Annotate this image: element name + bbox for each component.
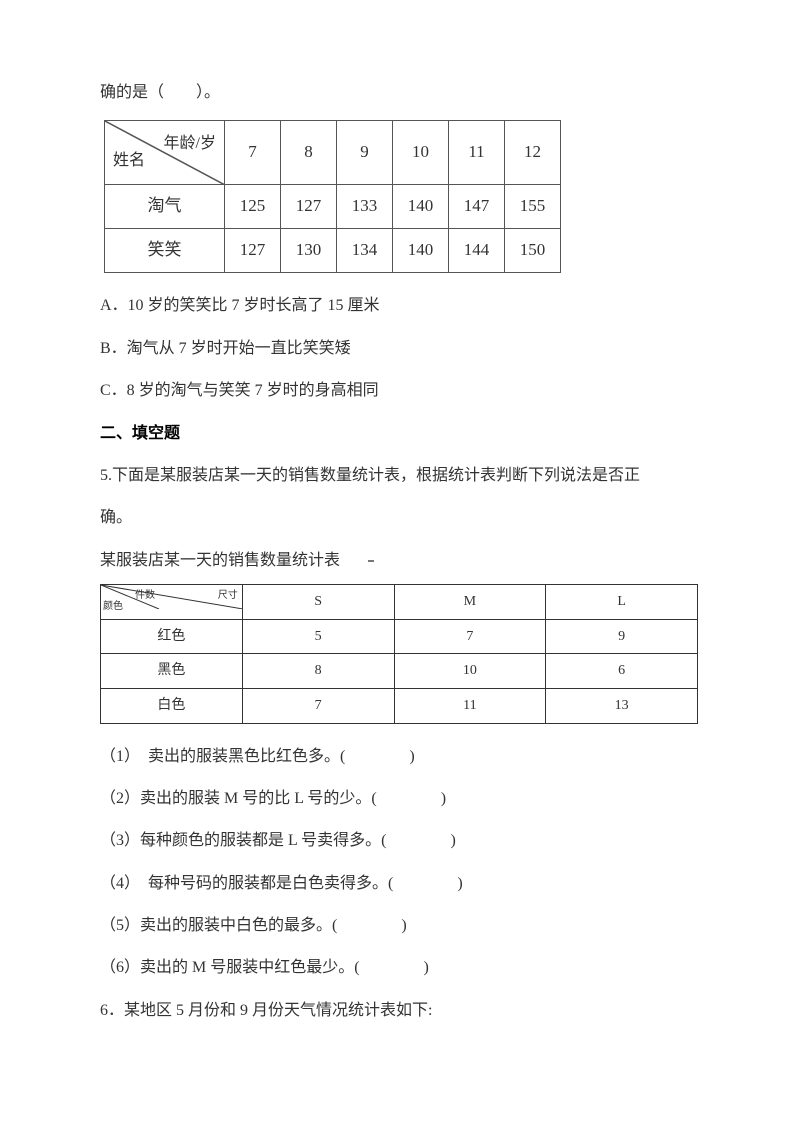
t1-cell: 127 bbox=[281, 185, 337, 229]
option-c: C．8 岁的淘气与笑笑 7 岁时的身高相同 bbox=[100, 372, 700, 410]
t2-diag-mid: 件数 bbox=[135, 584, 155, 608]
t2-cell: 7 bbox=[242, 688, 394, 723]
t1-cell: 150 bbox=[505, 229, 561, 273]
t1-age: 10 bbox=[393, 121, 449, 185]
q5-sub-2: （2）卖出的服装 M 号的比 L 号的少。( ) bbox=[100, 780, 700, 818]
table-height-by-age: 年龄/岁 姓名 7 8 9 10 11 12 淘气 125 127 133 14… bbox=[104, 120, 561, 273]
t2-cell: 10 bbox=[394, 654, 546, 689]
t1-cell: 144 bbox=[449, 229, 505, 273]
q5-sub-6: （6）卖出的 M 号服装中红色最少。( ) bbox=[100, 949, 700, 987]
t1-cell: 125 bbox=[225, 185, 281, 229]
t2-cell: 13 bbox=[546, 688, 698, 723]
q5-sub-4: （4） 每种号码的服装都是白色卖得多。( ) bbox=[100, 865, 700, 903]
option-a: A．10 岁的笑笑比 7 岁时长高了 15 厘米 bbox=[100, 287, 700, 325]
option-b: B．淘气从 7 岁时开始一直比笑笑矮 bbox=[100, 330, 700, 368]
t2-diag-right: 尺寸 bbox=[218, 584, 238, 608]
t1-age: 9 bbox=[337, 121, 393, 185]
t1-cell: 140 bbox=[393, 185, 449, 229]
t1-cell: 130 bbox=[281, 229, 337, 273]
t2-row-name: 白色 bbox=[101, 688, 243, 723]
q5-sub-3: （3）每种颜色的服装都是 L 号卖得多。( ) bbox=[100, 822, 700, 860]
t1-cell: 134 bbox=[337, 229, 393, 273]
q5-line-a: 5.下面是某服装店某一天的销售数量统计表，根据统计表判断下列说法是否正 bbox=[100, 457, 700, 495]
t1-row-name: 淘气 bbox=[105, 185, 225, 229]
t2-cell: 7 bbox=[394, 619, 546, 654]
t1-cell: 133 bbox=[337, 185, 393, 229]
t2-cell: 8 bbox=[242, 654, 394, 689]
q5-sub-1: （1） 卖出的服装黑色比红色多。( ) bbox=[100, 738, 700, 776]
q5-line-b: 确。 bbox=[100, 499, 700, 537]
t1-cell: 127 bbox=[225, 229, 281, 273]
t2-diag-header: 颜色 件数 尺寸 bbox=[101, 585, 243, 620]
t1-diag-header: 年龄/岁 姓名 bbox=[105, 121, 225, 185]
t2-col: M bbox=[394, 585, 546, 620]
table-clothing-sales: 颜色 件数 尺寸 S M L 红色 5 7 9 黑色 8 10 6 白色 7 1… bbox=[100, 584, 698, 723]
t1-diag-bottom: 姓名 bbox=[113, 142, 145, 180]
t2-row-name: 红色 bbox=[101, 619, 243, 654]
q5-sub-5: （5）卖出的服装中白色的最多。( ) bbox=[100, 907, 700, 945]
t1-age: 11 bbox=[449, 121, 505, 185]
t2-caption: 某服装店某一天的销售数量统计表 bbox=[100, 542, 700, 580]
t2-row-name: 黑色 bbox=[101, 654, 243, 689]
t2-cell: 9 bbox=[546, 619, 698, 654]
t1-age: 12 bbox=[505, 121, 561, 185]
t2-cell: 6 bbox=[546, 654, 698, 689]
t1-cell: 155 bbox=[505, 185, 561, 229]
t2-cell: 11 bbox=[394, 688, 546, 723]
t1-cell: 140 bbox=[393, 229, 449, 273]
section-2-title: 二、填空题 bbox=[100, 415, 700, 453]
t2-col: S bbox=[242, 585, 394, 620]
t1-age: 8 bbox=[281, 121, 337, 185]
t1-cell: 147 bbox=[449, 185, 505, 229]
t1-row-name: 笑笑 bbox=[105, 229, 225, 273]
t1-diag-top: 年龄/岁 bbox=[164, 125, 216, 163]
dot-icon bbox=[368, 560, 374, 562]
t2-diag-left: 颜色 bbox=[103, 595, 123, 619]
intro-tail: 确的是（ ）。 bbox=[100, 74, 700, 112]
t2-cell: 5 bbox=[242, 619, 394, 654]
t2-col: L bbox=[546, 585, 698, 620]
q6-text: 6．某地区 5 月份和 9 月份天气情况统计表如下: bbox=[100, 992, 700, 1030]
t1-age: 7 bbox=[225, 121, 281, 185]
